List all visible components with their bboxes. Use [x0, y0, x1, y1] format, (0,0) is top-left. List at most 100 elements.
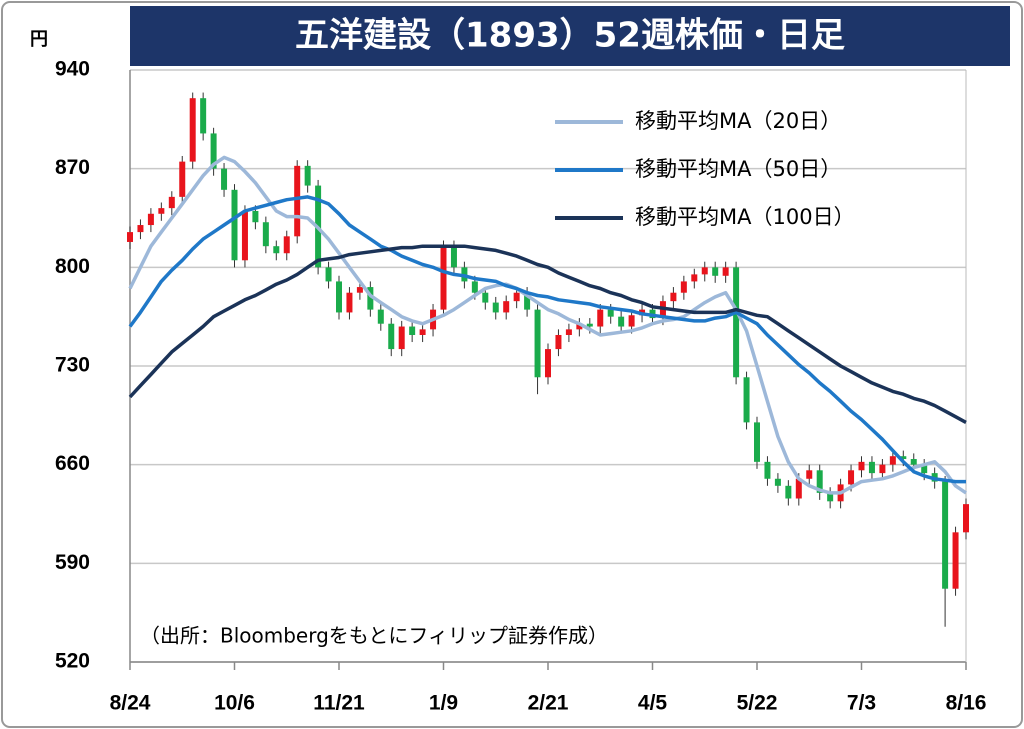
- candle-body: [691, 274, 698, 282]
- title-banner: [130, 6, 1010, 66]
- candle-body: [231, 189, 238, 261]
- x-tick-label: 5/22: [737, 692, 778, 715]
- candle-body: [607, 309, 614, 317]
- candle-body: [377, 309, 384, 324]
- candle-body: [262, 222, 269, 247]
- x-tick-label: 1/9: [429, 692, 458, 715]
- candle-body: [586, 323, 593, 327]
- candle-body: [346, 292, 353, 313]
- candle-body: [576, 323, 583, 330]
- candle-body: [179, 161, 186, 197]
- source-note: （出所：Bloombergをもとにフィリップ証券作成）: [140, 624, 608, 648]
- candle-body: [848, 470, 855, 485]
- y-tick-label: 590: [55, 551, 90, 574]
- x-tick-label: 4/5: [638, 692, 668, 715]
- candle-body: [921, 464, 928, 474]
- candle-body: [398, 326, 405, 350]
- candle-body: [419, 329, 426, 335]
- candle-body: [356, 287, 363, 293]
- candle-body: [325, 267, 332, 282]
- y-tick-label: 940: [55, 58, 90, 81]
- candle-body: [241, 210, 248, 261]
- candle-body: [221, 168, 228, 190]
- candle-body: [450, 246, 457, 268]
- candle-body: [952, 532, 959, 589]
- candle-body: [712, 267, 719, 276]
- candle-body: [409, 326, 416, 335]
- candle-body: [733, 267, 740, 378]
- candle-body: [858, 461, 865, 471]
- candle-body: [189, 98, 196, 162]
- x-tick-label: 11/21: [313, 692, 365, 715]
- x-tick-label: 10/6: [214, 692, 255, 715]
- candle-body: [482, 292, 489, 303]
- candle-body: [628, 315, 635, 327]
- candle-body: [942, 481, 949, 589]
- candle-body: [795, 478, 802, 499]
- candle-body: [754, 422, 760, 462]
- candle-body: [545, 349, 551, 378]
- candle-body: [816, 470, 823, 493]
- candle-body: [137, 225, 144, 233]
- candle-body: [910, 459, 917, 465]
- candle-body: [701, 267, 708, 275]
- y-tick-label: 730: [55, 354, 90, 377]
- candle-body: [680, 281, 687, 293]
- candle-body: [127, 232, 133, 242]
- y-tick-label: 870: [55, 156, 90, 179]
- candle-body: [252, 210, 259, 223]
- candle-body: [147, 213, 154, 226]
- candle-body: [492, 302, 499, 313]
- candle-body: [743, 377, 750, 423]
- candle-body: [722, 267, 729, 276]
- candle-body: [764, 461, 771, 479]
- candle-body: [827, 492, 834, 502]
- candle-body: [273, 246, 280, 254]
- chart-title: 五洋建設（1893）52週株価・日足: [295, 16, 845, 56]
- candle-body: [336, 281, 342, 313]
- candle-body: [963, 504, 969, 533]
- candle-body: [806, 470, 813, 479]
- candle-body: [785, 485, 792, 499]
- candle-body: [200, 98, 207, 134]
- candle-body: [879, 464, 886, 474]
- candle-body: [534, 309, 541, 378]
- ma-line: [128, 244, 967, 424]
- x-tick-label: 2/21: [528, 692, 569, 715]
- candle-body: [294, 165, 301, 237]
- x-tick-label: 8/16: [946, 692, 987, 715]
- candle-body: [513, 292, 520, 302]
- candle-body: [210, 133, 217, 169]
- x-tick-label: 7/3: [847, 692, 876, 715]
- y-tick-label: 660: [55, 452, 90, 475]
- ma-line: [128, 195, 966, 484]
- y-unit: 円: [30, 29, 48, 50]
- candle-body: [471, 281, 478, 293]
- candle-body: [304, 165, 311, 186]
- candle-body: [868, 461, 875, 474]
- candle-body: [555, 334, 562, 350]
- candle-body: [889, 456, 896, 465]
- candle-body: [158, 208, 165, 214]
- legend-label: 移動平均MA（100日）: [635, 205, 855, 229]
- ma-line: [128, 155, 967, 495]
- candle-body: [618, 316, 625, 327]
- candle-body: [168, 196, 175, 209]
- candle-body: [900, 456, 907, 460]
- candle-body: [597, 309, 604, 327]
- candle-body: [388, 323, 395, 350]
- candle-body: [670, 292, 677, 302]
- candle-body: [565, 329, 572, 335]
- x-tick-label: 8/24: [110, 692, 151, 715]
- legend-label: 移動平均MA（50日）: [635, 157, 841, 181]
- legend-label: 移動平均MA（20日）: [635, 109, 841, 133]
- candle-body: [774, 478, 781, 486]
- candle-body: [440, 246, 447, 310]
- y-tick-label: 800: [55, 255, 90, 278]
- y-tick-label: 520: [55, 650, 90, 673]
- candle-body: [283, 236, 290, 254]
- candle-body: [367, 287, 374, 310]
- candle-body: [524, 292, 531, 310]
